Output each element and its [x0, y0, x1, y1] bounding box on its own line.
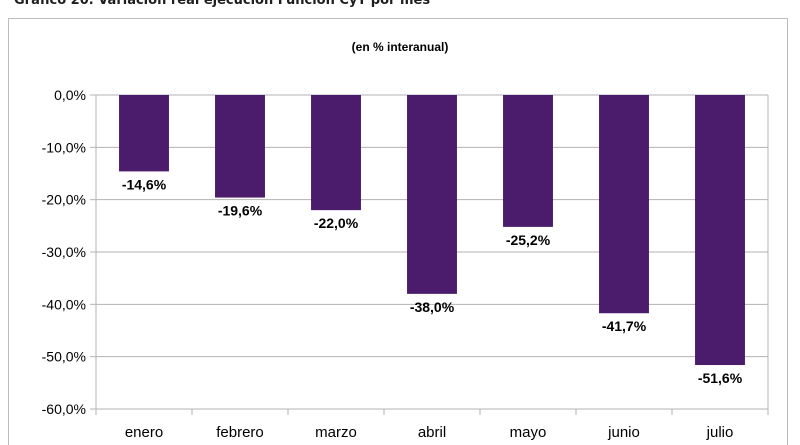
bar-febrero: [215, 95, 265, 198]
y-tick-label: 0,0%: [54, 87, 86, 103]
category-label-abril: abril: [418, 424, 446, 441]
y-tick-label: -30,0%: [42, 244, 86, 260]
data-label-mayo: -25,2%: [506, 232, 551, 248]
bar-mayo: [503, 95, 553, 227]
category-label-marzo: marzo: [315, 424, 357, 441]
category-label-febrero: febrero: [216, 424, 264, 441]
chart-frame: [8, 18, 788, 445]
y-tick-label: -50,0%: [42, 349, 86, 365]
data-label-marzo: -22,0%: [314, 215, 359, 231]
y-tick-label: -40,0%: [42, 296, 86, 312]
data-label-enero: -14,6%: [122, 176, 167, 192]
data-label-junio: -41,7%: [602, 318, 647, 334]
category-label-mayo: mayo: [510, 424, 547, 441]
bar-junio: [599, 95, 649, 314]
data-label-abril: -38,0%: [410, 299, 455, 315]
chart-heading-bar: Gráfico 20. Variación real ejecución Fun…: [0, 0, 800, 18]
bar-marzo: [311, 95, 361, 211]
bar-abril: [407, 95, 457, 294]
y-tick-label: -10,0%: [42, 139, 86, 155]
chart-heading: Gráfico 20. Variación real ejecución Fun…: [14, 0, 431, 8]
bar-enero: [119, 95, 169, 172]
category-label-junio: junio: [607, 424, 640, 441]
chart-subtitle: (en % interanual): [351, 40, 449, 54]
bar-julio: [695, 95, 745, 366]
category-label-julio: julio: [706, 424, 734, 441]
data-label-febrero: -19,6%: [218, 203, 263, 219]
data-label-julio: -51,6%: [698, 370, 743, 386]
y-tick-label: -20,0%: [42, 192, 86, 208]
y-tick-label: -60,0%: [42, 401, 86, 417]
category-label-enero: enero: [125, 424, 163, 441]
